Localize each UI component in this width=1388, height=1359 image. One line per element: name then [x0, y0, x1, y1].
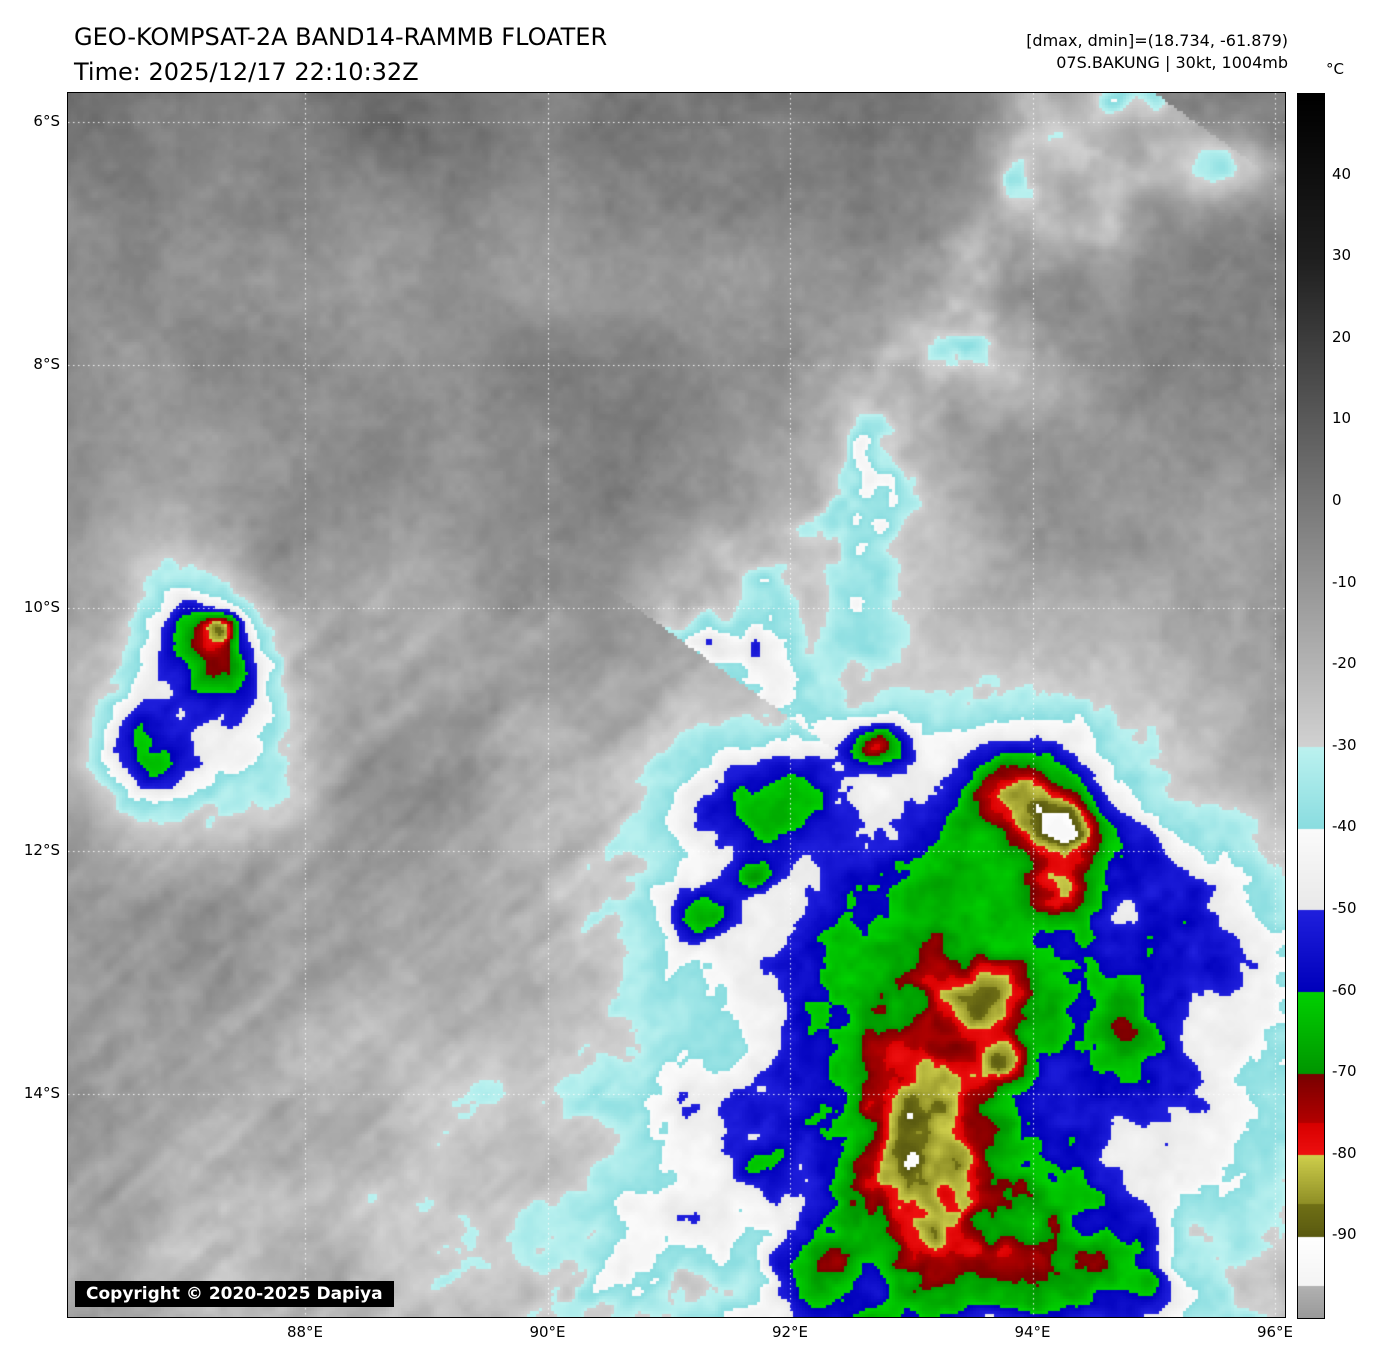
- colorbar-tick-label: 20: [1332, 327, 1352, 346]
- colorbar-tick-label: -50: [1332, 899, 1357, 917]
- colorbar-tick-label: -10: [1332, 572, 1357, 591]
- colorbar-tick-label: -90: [1332, 1225, 1357, 1244]
- lat-tick-label: 12°S: [23, 841, 60, 859]
- colorbar-tick-label: 0: [1332, 491, 1342, 509]
- lat-tick-label: 8°S: [33, 355, 60, 373]
- colorbar-unit-label: °C: [1326, 60, 1344, 78]
- storm-info-readout: 07S.BAKUNG | 30kt, 1004mb: [1056, 53, 1288, 72]
- colorbar-tick-label: -40: [1332, 817, 1357, 836]
- colorbar-tick-label: 10: [1332, 409, 1352, 428]
- lat-tick-label: 14°S: [23, 1084, 60, 1102]
- lon-tick-label: 92°E: [771, 1323, 809, 1341]
- lat-tick-label: 6°S: [33, 112, 60, 130]
- lon-tick-label: 96°E: [1256, 1323, 1294, 1341]
- lon-tick-label: 88°E: [286, 1323, 324, 1341]
- satellite-map: Copyright © 2020-2025 Dapiya: [67, 92, 1286, 1318]
- lon-tick-label: 90°E: [529, 1323, 566, 1341]
- header-title-block: GEO-KOMPSAT-2A BAND14-RAMMB FLOATER Time…: [74, 20, 607, 90]
- colorbar-tick-label: -70: [1332, 1062, 1357, 1081]
- copyright-badge: Copyright © 2020-2025 Dapiya: [75, 1281, 394, 1307]
- colorbar-tick-label: 40: [1332, 164, 1352, 183]
- colorbar-tick-label: -80: [1332, 1143, 1357, 1162]
- lon-tick-label: 94°E: [1014, 1323, 1051, 1341]
- colorbar: [1297, 93, 1325, 1319]
- colorbar-tick-label: -20: [1332, 654, 1357, 673]
- satellite-imagery-canvas: [68, 93, 1285, 1317]
- product-title: GEO-KOMPSAT-2A BAND14-RAMMB FLOATER: [74, 23, 608, 51]
- header-right-block: [dmax, dmin]=(18.734, -61.879) 07S.BAKUN…: [1026, 30, 1288, 74]
- colorbar-tick-label: -30: [1332, 735, 1357, 754]
- lat-tick-label: 10°S: [23, 598, 60, 616]
- colorbar-tick-label: -60: [1332, 980, 1357, 999]
- colorbar-tick-label: 30: [1332, 246, 1352, 265]
- timestamp: Time: 2025/12/17 22:10:32Z: [74, 58, 419, 86]
- dmax-dmin-readout: [dmax, dmin]=(18.734, -61.879): [1026, 31, 1288, 50]
